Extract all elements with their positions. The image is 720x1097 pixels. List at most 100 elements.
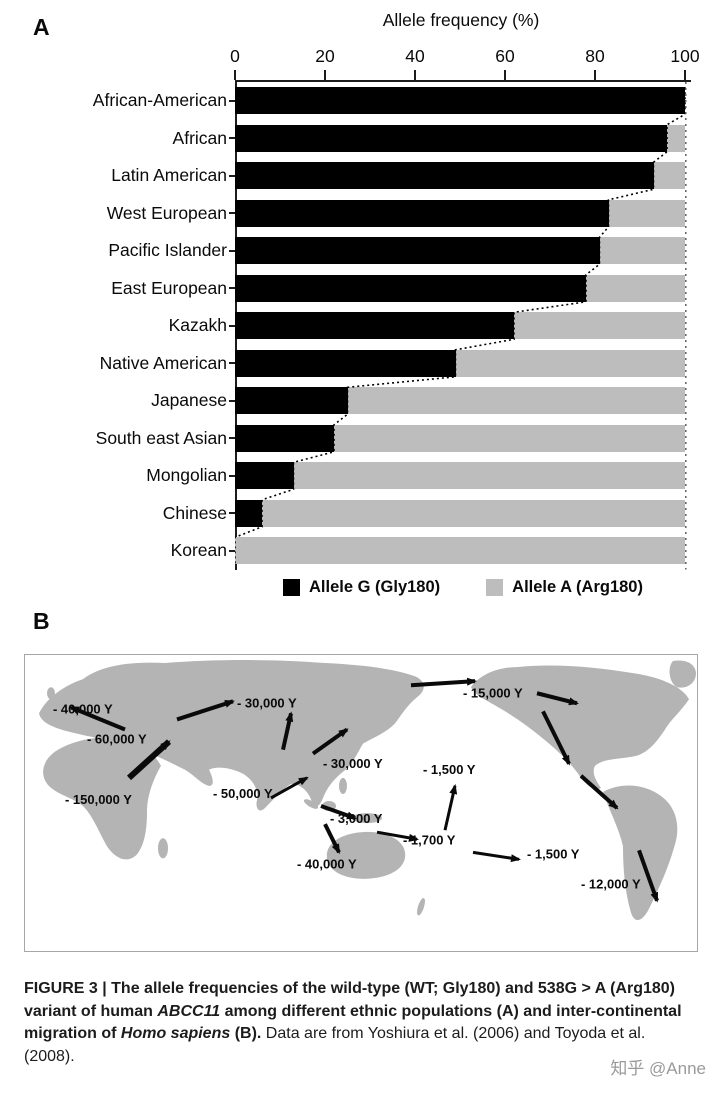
bar-row: Korean <box>0 532 720 570</box>
allele-g-segment <box>235 462 294 490</box>
category-label: Latin American <box>111 165 227 186</box>
migration-arrow <box>410 677 477 688</box>
x-tick-mark <box>324 70 326 80</box>
bar-row: Latin American <box>0 157 720 195</box>
category-tick <box>229 324 235 327</box>
allele-a-segment <box>608 199 685 227</box>
x-axis-line <box>235 80 691 82</box>
category-tick <box>229 474 235 477</box>
bar-rows: African-American African Latin American Wes… <box>0 82 720 570</box>
philippines <box>339 777 347 794</box>
migration-arrow <box>541 710 571 766</box>
caption-segment: FIGURE 3 | <box>24 980 112 997</box>
legend-label: Allele G (Gly180) <box>309 578 441 596</box>
allele-g-segment <box>235 499 262 527</box>
allele-g-segment <box>235 237 600 265</box>
migration-arrow <box>579 774 619 810</box>
category-tick <box>229 362 235 365</box>
new-guinea <box>352 813 382 824</box>
allele-g-segment <box>235 199 609 227</box>
migration-arrow <box>176 699 235 722</box>
caption-segment: Homo sapiens <box>120 1025 231 1043</box>
allele-a-segment <box>653 162 685 190</box>
category-label: Chinese <box>162 502 227 523</box>
category-label: Korean <box>170 540 227 561</box>
bar-row: South east Asian <box>0 420 720 458</box>
allele-a-segment <box>347 387 685 415</box>
migration-arrow <box>376 830 419 842</box>
stacked-bar <box>235 312 685 340</box>
greenland <box>669 660 696 688</box>
migration-year-label: - 60,000 Y <box>87 732 147 747</box>
caption-segment: Data are from Yoshiura et al. (2006) and… <box>24 1025 646 1066</box>
migration-arrow <box>270 776 309 800</box>
category-label: West European <box>106 202 227 223</box>
allele-a-segment <box>514 312 685 340</box>
category-label: East European <box>111 277 227 298</box>
category-label: Pacific Islander <box>108 240 227 261</box>
x-tick-label: 0 <box>230 46 240 66</box>
category-label: Mongolian <box>146 465 227 486</box>
allele-g-segment <box>235 387 348 415</box>
category-label: Native American <box>99 352 227 373</box>
category-label: African-American <box>92 90 227 111</box>
allele-a-segment <box>235 537 685 565</box>
stacked-bar <box>235 424 685 452</box>
caption-segment: (B). <box>230 1025 266 1043</box>
allele-g-segment <box>235 87 685 115</box>
stacked-bar <box>235 349 685 377</box>
migration-year-label: - 1,500 Y <box>527 846 580 861</box>
stacked-bar <box>235 387 685 415</box>
caption-segment: among different ethnic populations (A) a… <box>24 1002 682 1043</box>
legend-swatch <box>486 579 504 596</box>
allele-a-segment <box>667 124 685 152</box>
eurasia-landmass <box>39 660 424 811</box>
allele-a-segment <box>293 462 685 490</box>
bar-row: Pacific Islander <box>0 232 720 270</box>
x-tick-label: 80 <box>585 46 605 66</box>
caption-segment: The allele frequencies of the wild-type … <box>24 980 675 1020</box>
britain <box>47 687 55 700</box>
category-label: Kazakh <box>168 315 227 336</box>
stacked-bar <box>235 124 685 152</box>
north-america-landmass <box>471 665 689 790</box>
category-tick <box>229 212 235 215</box>
migration-arrow <box>637 849 659 903</box>
migration-arrow <box>311 727 349 756</box>
x-axis: 0 20 40 60 80 100 <box>0 0 720 82</box>
allele-g-segment <box>235 124 667 152</box>
panel-b-label: B <box>33 608 50 634</box>
x-tick-label: 100 <box>670 46 700 66</box>
migration-map: - 40,000 Y - 60,000 Y - 150,000 Y - 30,000 … <box>24 654 698 952</box>
stacked-bar <box>235 237 685 265</box>
bar-row: Kazakh <box>0 307 720 345</box>
category-label: South east Asian <box>95 427 227 448</box>
migration-year-label: - 40,000 Y <box>297 856 357 871</box>
migration-year-label: - 50,000 Y <box>213 786 273 801</box>
map-labels: - 40,000 Y - 60,000 Y - 150,000 Y - 30,000 … <box>53 685 641 891</box>
migration-arrows <box>69 677 659 903</box>
bar-row: Japanese <box>0 382 720 420</box>
migration-year-label: - 1,700 Y <box>403 832 456 847</box>
caption-segment: ABCC11 <box>157 1002 221 1020</box>
australia-landmass <box>326 831 406 879</box>
x-tick-label: 40 <box>405 46 425 66</box>
africa-landmass <box>43 737 161 860</box>
legend-item: Allele G (Gly180) <box>283 578 440 597</box>
migration-year-label: - 30,000 Y <box>237 695 297 710</box>
category-label: Japanese <box>151 390 227 411</box>
legend-item: Allele A (Arg180) <box>486 578 643 597</box>
x-tick-label: 20 <box>315 46 335 66</box>
bar-row: Mongolian <box>0 457 720 495</box>
allele-g-segment <box>235 312 514 340</box>
migration-year-label: - 12,000 Y <box>581 877 641 892</box>
x-axis-title: Allele frequency (%) <box>382 10 540 30</box>
migration-arrow <box>320 804 357 821</box>
category-label: African <box>172 127 227 148</box>
category-tick <box>229 512 235 515</box>
stacked-bar <box>235 274 685 302</box>
japan <box>357 717 369 742</box>
stacked-bar <box>235 199 685 227</box>
legend-swatch <box>283 579 301 596</box>
